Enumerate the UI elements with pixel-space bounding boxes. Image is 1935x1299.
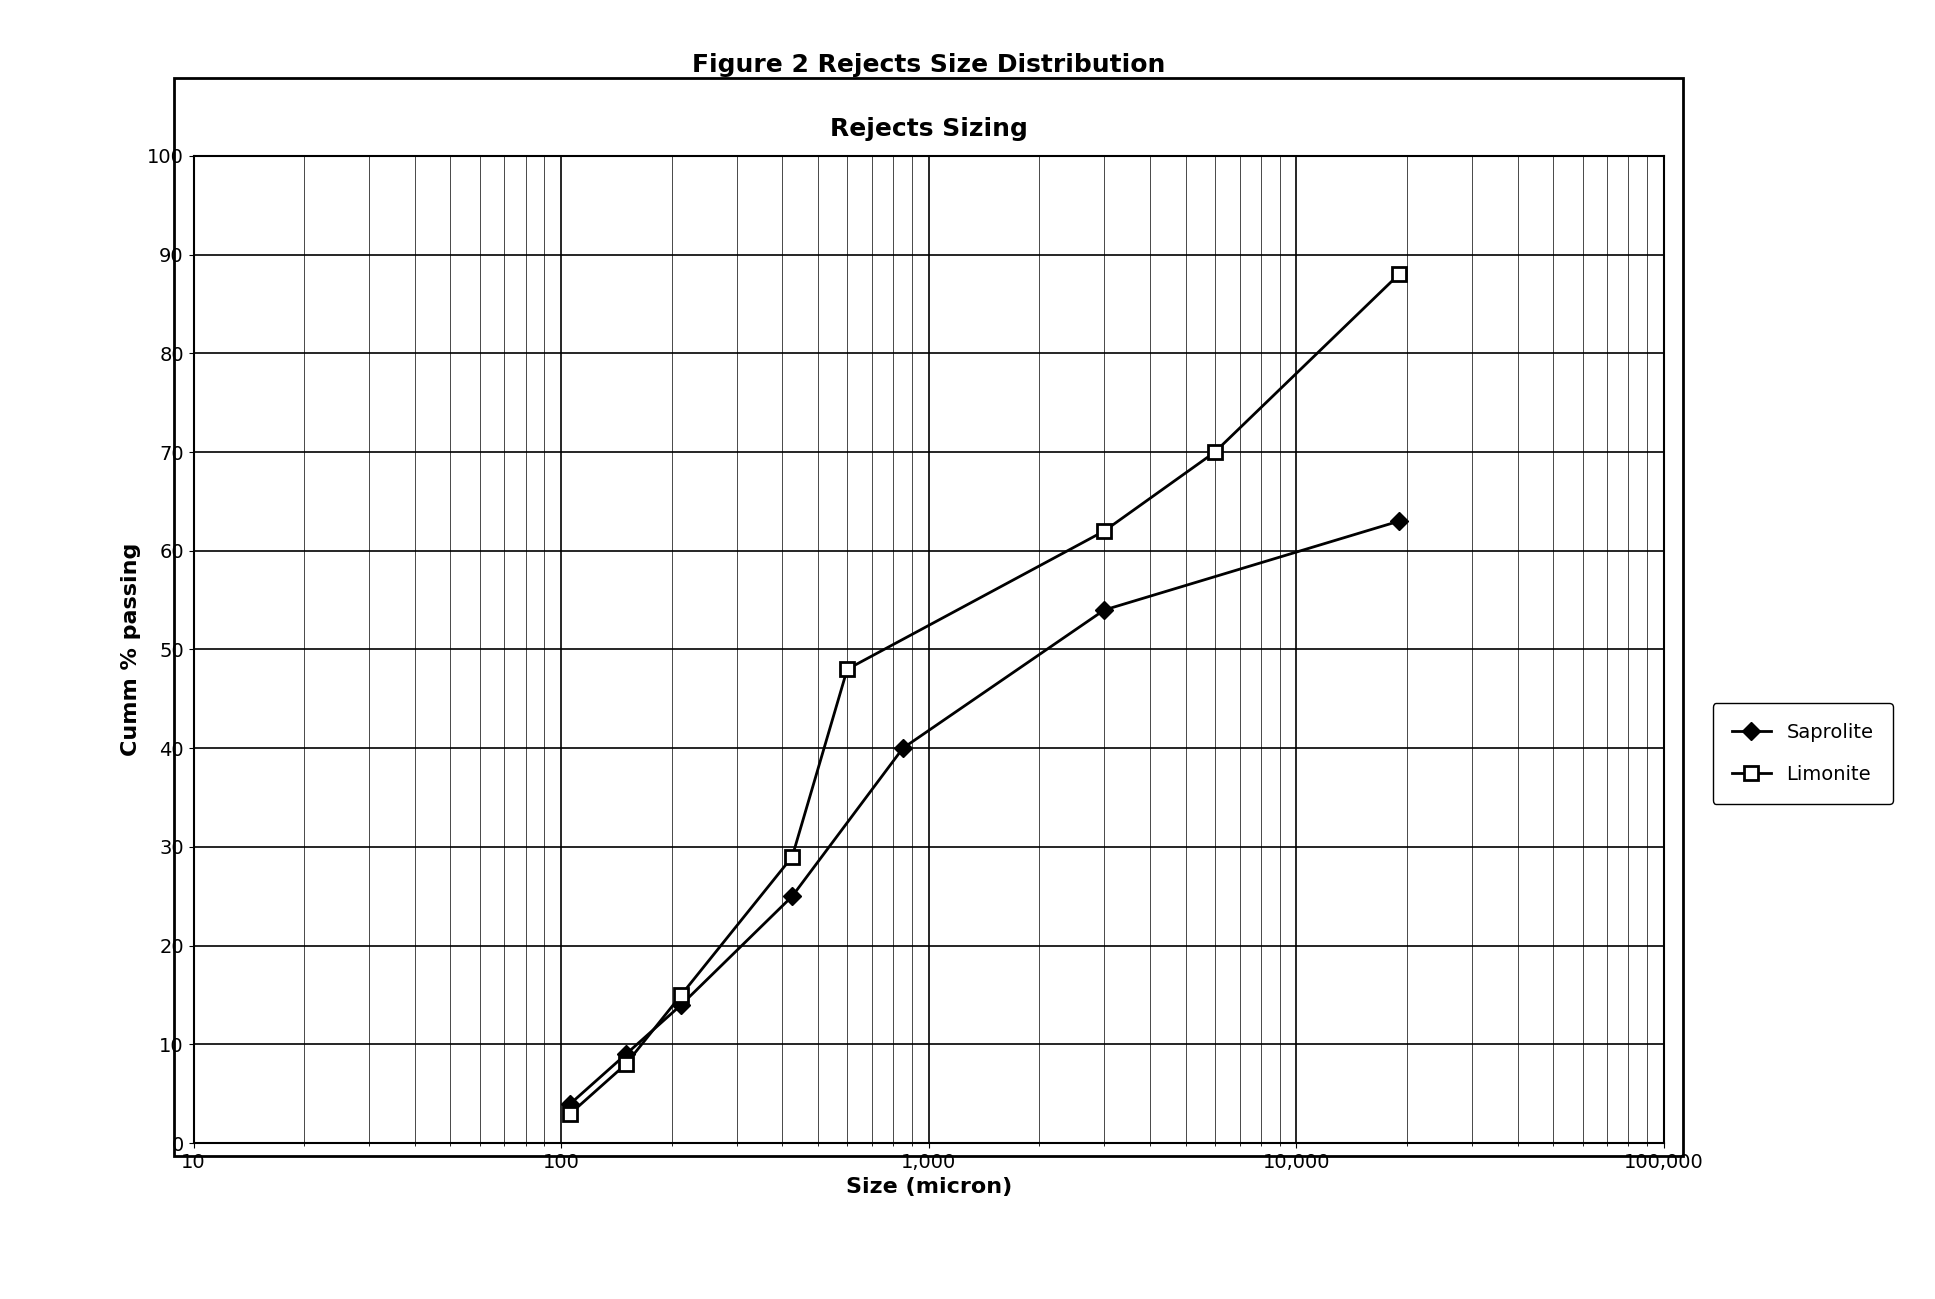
Limonite — [1387, 266, 1411, 282]
Limonite — [670, 987, 693, 1003]
Limonite — [1204, 444, 1227, 460]
Saprolite — [1093, 603, 1116, 618]
Limonite — [780, 850, 803, 865]
Saprolite — [892, 740, 915, 756]
Legend: Saprolite, Limonite: Saprolite, Limonite — [1712, 703, 1892, 804]
Saprolite — [670, 998, 693, 1013]
Y-axis label: Cumm % passing: Cumm % passing — [122, 543, 141, 756]
X-axis label: Size (micron): Size (micron) — [846, 1177, 1012, 1198]
Limonite — [1093, 523, 1116, 539]
Limonite — [559, 1105, 582, 1121]
Saprolite — [1387, 513, 1411, 529]
Line: Limonite: Limonite — [563, 268, 1407, 1121]
Saprolite — [780, 889, 803, 904]
Saprolite — [613, 1047, 637, 1063]
Text: Figure 2 Rejects Size Distribution: Figure 2 Rejects Size Distribution — [693, 53, 1165, 77]
Title: Rejects Sizing: Rejects Sizing — [830, 117, 1027, 142]
Limonite — [613, 1056, 637, 1072]
Saprolite — [559, 1096, 582, 1112]
Line: Saprolite: Saprolite — [565, 514, 1405, 1109]
Limonite — [836, 661, 859, 677]
